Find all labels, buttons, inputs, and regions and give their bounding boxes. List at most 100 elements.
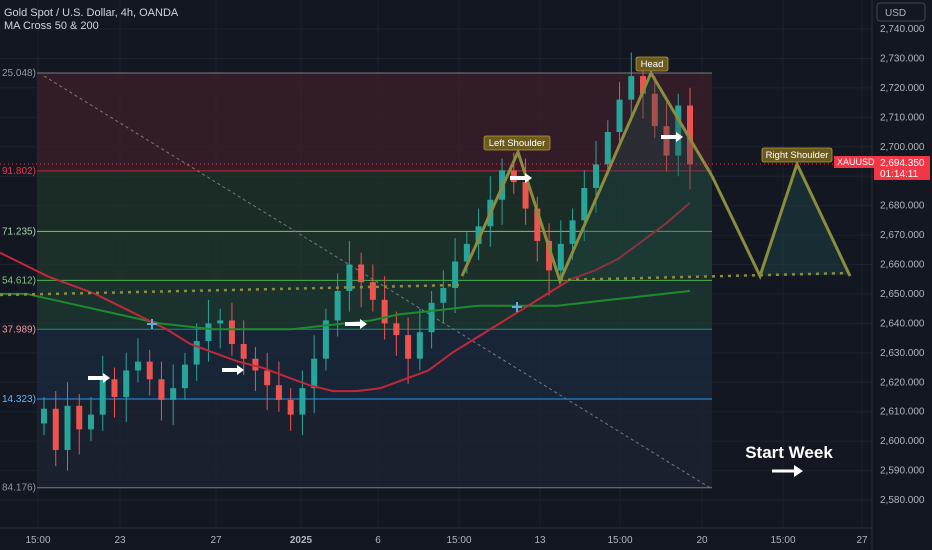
candle-body bbox=[416, 332, 423, 359]
last-price-value: 2,694.350 bbox=[880, 158, 925, 169]
candle-body bbox=[534, 208, 541, 241]
candle-body bbox=[76, 405, 83, 430]
time-tick-label: 27 bbox=[210, 535, 222, 546]
candle-body bbox=[651, 93, 658, 127]
price-tick-label: 2,720.000 bbox=[880, 83, 925, 94]
diagonal-trendline[interactable] bbox=[43, 75, 713, 490]
arrow-right-icon bbox=[510, 173, 532, 183]
fib-level-label: 71.235) bbox=[2, 226, 36, 237]
candle-body bbox=[287, 399, 294, 415]
currency-label: USD bbox=[885, 8, 906, 19]
time-tick-label: 15:00 bbox=[25, 535, 50, 546]
price-tick-label: 2,630.000 bbox=[880, 348, 925, 359]
fib-zone bbox=[37, 73, 712, 171]
candle-body bbox=[593, 164, 600, 188]
price-tick-label: 2,660.000 bbox=[880, 260, 925, 271]
fib-zone bbox=[37, 398, 712, 488]
head-fill bbox=[560, 76, 712, 280]
price-tick-label: 2,580.000 bbox=[880, 495, 925, 506]
neckline-dotted-line[interactable] bbox=[559, 271, 851, 282]
candle-body bbox=[99, 379, 106, 415]
candle-body bbox=[252, 358, 259, 371]
price-tick-label: 2,610.000 bbox=[880, 407, 925, 418]
price-tick-label: 2,640.000 bbox=[880, 318, 925, 329]
candle-body bbox=[311, 358, 318, 389]
time-tick-label: 6 bbox=[375, 535, 381, 546]
fib-zone bbox=[37, 231, 712, 281]
arrow-right-icon bbox=[661, 132, 683, 142]
candle-body bbox=[557, 243, 564, 271]
candle-body bbox=[52, 408, 59, 450]
candle-body bbox=[334, 290, 341, 321]
countdown-value: 01:14:11 bbox=[880, 169, 919, 180]
candle-body bbox=[170, 388, 177, 400]
candle-body bbox=[440, 288, 447, 303]
candle-body bbox=[64, 405, 71, 450]
candle-body bbox=[675, 105, 682, 156]
candle-body bbox=[299, 388, 306, 415]
price-tick-label: 2,680.000 bbox=[880, 201, 925, 212]
price-tick-label: 2,600.000 bbox=[880, 436, 925, 447]
price-tick-label: 2,620.000 bbox=[880, 377, 925, 388]
time-tick-label: 15:00 bbox=[770, 535, 795, 546]
price-tick-label: 2,700.000 bbox=[880, 142, 925, 153]
candle-body bbox=[217, 320, 224, 324]
ma-cross-marker bbox=[512, 302, 522, 312]
time-tick-label: 15:00 bbox=[607, 535, 632, 546]
fib-zone bbox=[37, 170, 712, 232]
candle-body bbox=[158, 379, 165, 400]
time-tick-label: 20 bbox=[696, 535, 708, 546]
candle-body bbox=[393, 323, 400, 336]
candle-body bbox=[181, 364, 188, 389]
candle-body bbox=[452, 261, 459, 289]
price-axis-panel bbox=[872, 0, 932, 550]
fib-level-label: 25.048) bbox=[2, 68, 36, 79]
currency-button[interactable]: USD bbox=[876, 2, 926, 22]
head-label[interactable]: Head bbox=[635, 56, 669, 72]
arrow-right-icon bbox=[222, 365, 244, 375]
candle-body bbox=[569, 220, 576, 244]
fib-level-label: 14.323) bbox=[2, 394, 36, 405]
candle-body bbox=[687, 105, 693, 165]
candle-body bbox=[522, 182, 529, 209]
candle-body bbox=[240, 343, 247, 359]
price-tick-label: 2,730.000 bbox=[880, 53, 925, 64]
head-shoulders-pattern[interactable] bbox=[460, 69, 714, 286]
time-tick-label: 13 bbox=[534, 535, 546, 546]
candle-body bbox=[546, 240, 553, 271]
fib-level-label: 91.802) bbox=[2, 166, 36, 177]
candles bbox=[41, 52, 693, 471]
start-week-arrow-icon bbox=[772, 465, 803, 477]
candle-body bbox=[322, 320, 329, 359]
candle-body bbox=[663, 126, 670, 156]
price-tick-label: 2,740.000 bbox=[880, 24, 925, 35]
last-price-badge: XAUUSD 2,694.350 01:14:11 bbox=[834, 156, 930, 180]
candle-body bbox=[264, 370, 271, 386]
fib-level-label: 84.176) bbox=[2, 483, 36, 494]
left-shoulder-label[interactable]: Left Shoulder bbox=[483, 135, 551, 151]
fib-level-label: 54.612) bbox=[2, 275, 36, 286]
indicator-title[interactable]: MA Cross 50 & 200 bbox=[4, 20, 99, 32]
fib-level-label: 37.989) bbox=[2, 324, 36, 335]
candle-body bbox=[346, 264, 353, 291]
price-tick-label: 2,590.000 bbox=[880, 466, 925, 477]
time-tick-label: 15:00 bbox=[446, 535, 471, 546]
time-tick-label: 2025 bbox=[290, 535, 313, 546]
candle-body bbox=[628, 76, 635, 100]
projected-right-shoulder[interactable] bbox=[710, 159, 852, 281]
candle-body bbox=[475, 226, 482, 244]
candle-body bbox=[405, 335, 412, 359]
candle-body bbox=[123, 370, 130, 397]
candle-body bbox=[275, 385, 282, 400]
right-shoulder-label[interactable]: Right Shoulder bbox=[761, 147, 833, 163]
arrow-right-icon bbox=[345, 319, 367, 329]
candle-body bbox=[205, 323, 212, 342]
chart-title[interactable]: Gold Spot / U.S. Dollar, 4h, OANDA bbox=[4, 7, 179, 19]
start-week-text[interactable]: Start Week bbox=[745, 443, 833, 462]
candle-body bbox=[581, 187, 588, 221]
right-shoulder-fill bbox=[712, 165, 850, 276]
candle-body bbox=[428, 302, 435, 333]
ma-cross-marker bbox=[147, 319, 157, 329]
candle-body bbox=[381, 299, 388, 324]
